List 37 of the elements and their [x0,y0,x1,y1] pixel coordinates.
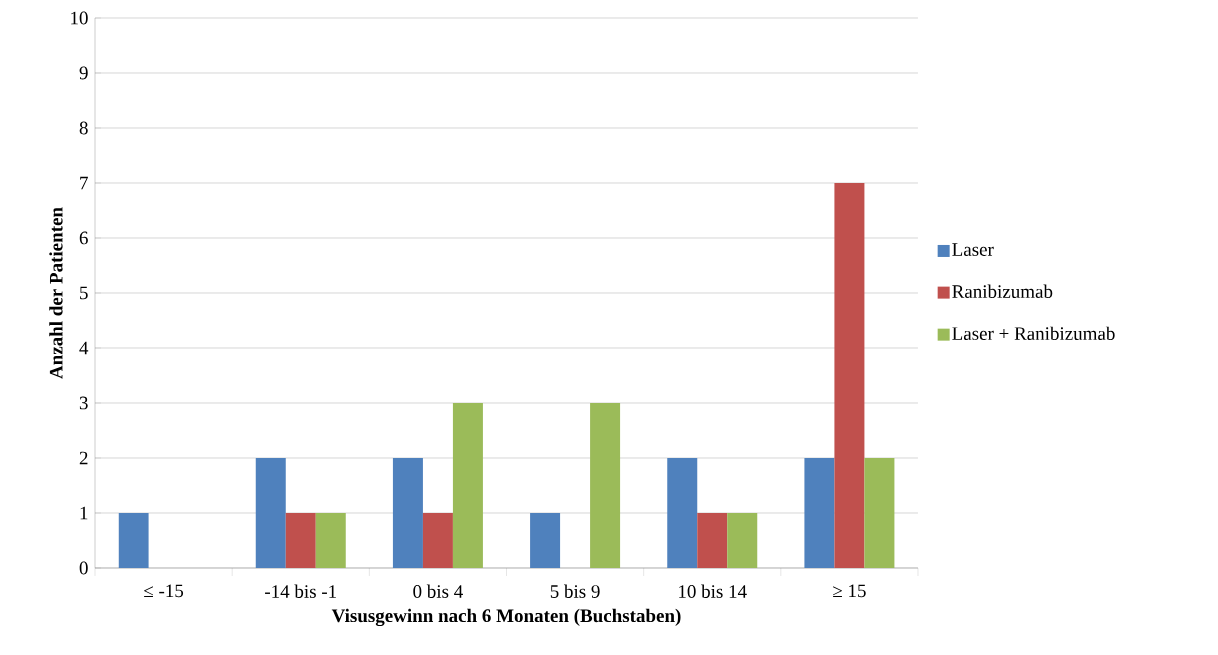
bar [697,512,728,568]
x-tick-label: ≤ -15 [144,584,184,598]
legend-label: Laser [952,243,994,256]
bar [452,402,483,568]
y-tick-label: 0 [79,561,88,575]
x-tick-label: 10 bis 14 [679,584,747,598]
y-tick-label: 1 [80,506,88,520]
x-axis-title: Visusgewinn nach 6 Monaten (Buchstaben) [331,608,681,627]
y-tick-label: 4 [79,341,89,355]
bar [727,512,758,568]
bar [667,457,698,568]
bar [118,512,149,568]
y-axis-title: Anzahl der Patienten [49,207,63,379]
bar [864,457,895,568]
x-tick-label: ≥ 15 [833,584,866,598]
bar [590,402,621,568]
bar [255,457,286,568]
bar [422,512,453,568]
bar [315,512,346,568]
x-tick-label: 0 bis 4 [413,584,463,598]
y-tick-label: 9 [79,66,88,80]
bar [530,512,561,568]
bar [285,512,316,568]
y-tick-label: 5 [80,286,88,300]
y-tick-label: 10 [71,11,88,25]
y-tick-label: 7 [80,176,88,190]
y-tick-label: 3 [79,396,88,410]
y-tick-label: 6 [79,231,88,245]
bar [804,457,835,568]
x-tick-label: -14 bis -1 [265,584,337,598]
bar [834,182,865,568]
y-tick-label: 2 [79,451,88,465]
legend-label: Ranibizumab [952,284,1053,298]
y-tick-label: 8 [79,121,88,135]
legend-label: Laser + Ranibizumab [952,326,1115,341]
x-tick-label: 5 bis 9 [550,584,600,598]
bar [392,457,423,568]
